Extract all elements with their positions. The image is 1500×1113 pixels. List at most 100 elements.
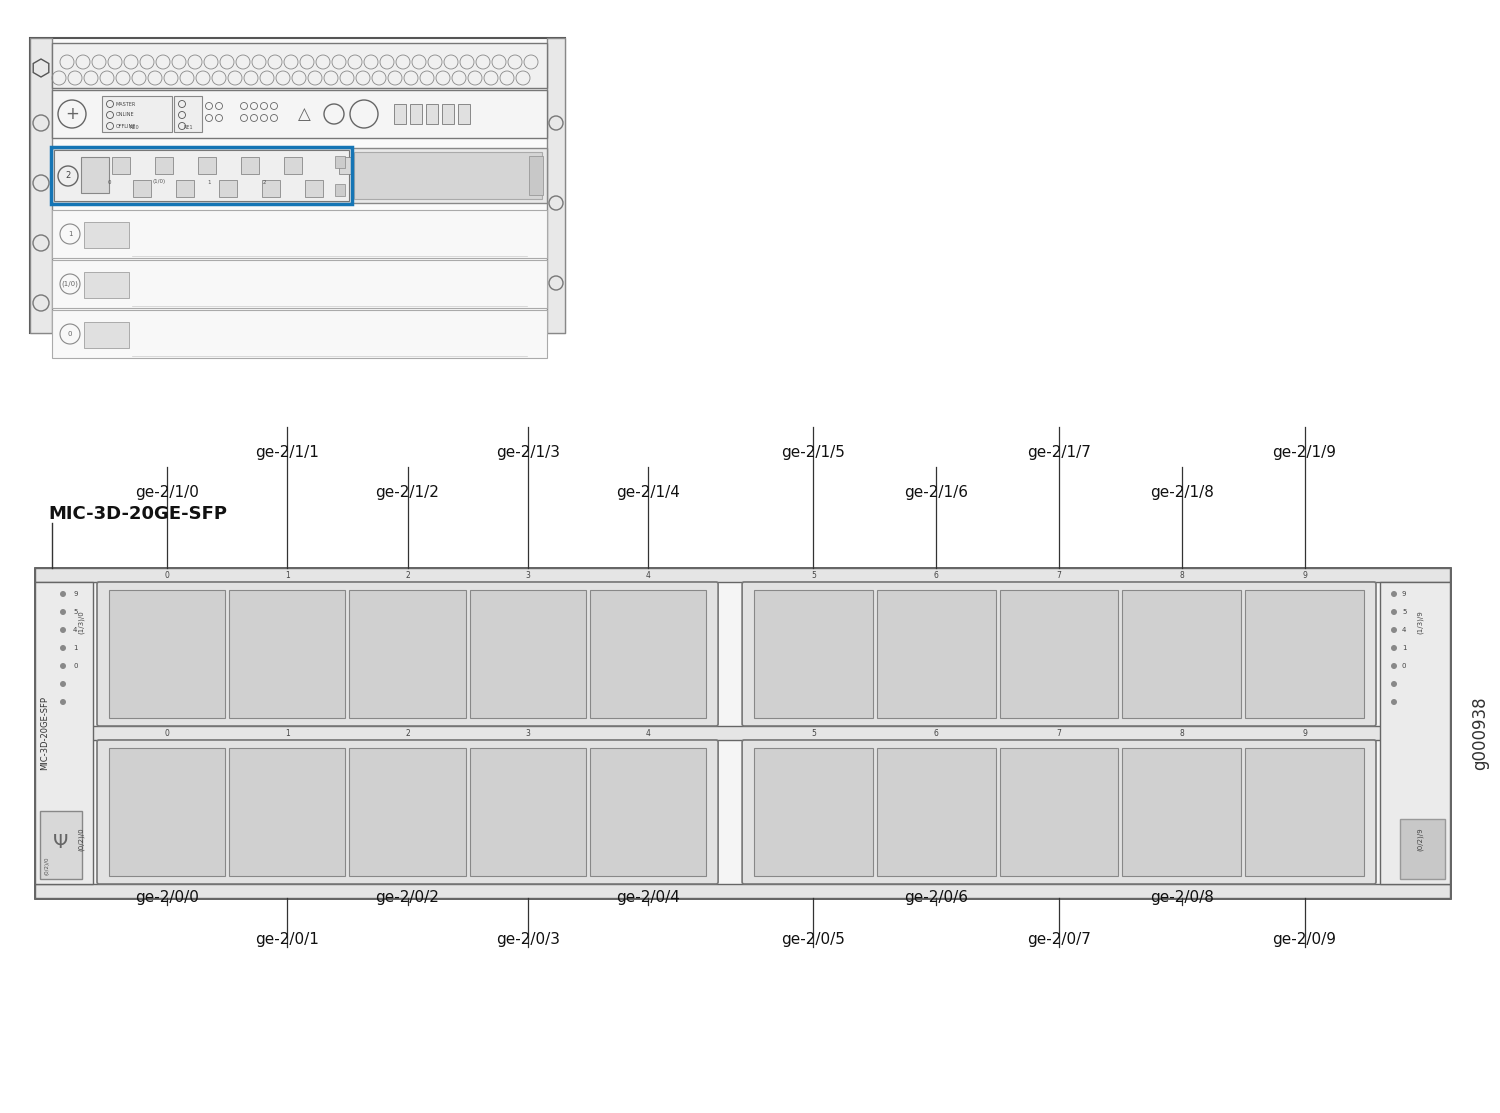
Text: RE1: RE1 bbox=[183, 125, 194, 130]
Bar bbox=[382, 157, 400, 174]
Bar bbox=[999, 748, 1119, 876]
Bar bbox=[424, 157, 442, 174]
Bar bbox=[1245, 748, 1364, 876]
Bar bbox=[30, 38, 566, 333]
Text: ge-2/0/0: ge-2/0/0 bbox=[135, 890, 200, 905]
Bar bbox=[34, 568, 1450, 898]
Text: 6: 6 bbox=[934, 571, 939, 580]
Bar bbox=[590, 590, 706, 718]
Text: ge-2/1/2: ge-2/1/2 bbox=[375, 485, 440, 500]
Bar bbox=[54, 150, 350, 201]
Bar bbox=[878, 748, 996, 876]
Bar bbox=[53, 148, 548, 203]
Bar bbox=[394, 104, 406, 124]
Bar bbox=[458, 104, 470, 124]
FancyBboxPatch shape bbox=[742, 740, 1376, 884]
Text: 1: 1 bbox=[74, 646, 78, 651]
Text: 9: 9 bbox=[74, 591, 78, 597]
Text: 5: 5 bbox=[1402, 609, 1407, 615]
Text: 0: 0 bbox=[1402, 663, 1407, 669]
Bar bbox=[154, 157, 172, 174]
Text: 5: 5 bbox=[812, 571, 816, 580]
Text: 4: 4 bbox=[74, 627, 78, 633]
Bar bbox=[230, 748, 345, 876]
Bar bbox=[53, 210, 548, 258]
Bar bbox=[112, 157, 130, 174]
Circle shape bbox=[1390, 681, 1396, 687]
Bar bbox=[174, 96, 202, 132]
Text: 4: 4 bbox=[645, 571, 651, 580]
Bar bbox=[53, 43, 548, 88]
Bar bbox=[548, 38, 566, 333]
Bar bbox=[1380, 582, 1450, 884]
Text: 3: 3 bbox=[525, 571, 530, 580]
Text: 2: 2 bbox=[405, 571, 410, 580]
Bar bbox=[219, 180, 237, 197]
Bar bbox=[40, 811, 82, 879]
Text: +: + bbox=[64, 105, 80, 124]
Text: 7: 7 bbox=[1056, 571, 1062, 580]
Text: ge-2/0/1: ge-2/0/1 bbox=[255, 932, 320, 947]
Bar bbox=[404, 180, 422, 197]
Circle shape bbox=[60, 663, 66, 669]
Circle shape bbox=[60, 646, 66, 651]
Text: 0: 0 bbox=[74, 663, 78, 669]
Text: 1: 1 bbox=[285, 729, 290, 738]
Text: 9: 9 bbox=[1402, 591, 1407, 597]
Bar bbox=[34, 726, 1450, 740]
Text: MIC-3D-20GE-SFP: MIC-3D-20GE-SFP bbox=[40, 696, 50, 770]
Circle shape bbox=[1390, 591, 1396, 597]
Circle shape bbox=[1390, 699, 1396, 705]
Bar bbox=[34, 884, 1450, 898]
Bar bbox=[84, 221, 129, 248]
Text: 3: 3 bbox=[525, 729, 530, 738]
Text: (0/2)/9: (0/2)/9 bbox=[1416, 827, 1424, 850]
Bar bbox=[30, 38, 52, 333]
Circle shape bbox=[60, 681, 66, 687]
Bar bbox=[354, 152, 542, 199]
Bar bbox=[134, 180, 152, 197]
Bar bbox=[51, 147, 352, 204]
Bar bbox=[999, 590, 1119, 718]
Text: OFFLINE: OFFLINE bbox=[116, 124, 136, 128]
Bar bbox=[198, 157, 216, 174]
Text: ge-2/1/7: ge-2/1/7 bbox=[1028, 445, 1090, 460]
Text: ge-2/1/9: ge-2/1/9 bbox=[1272, 445, 1336, 460]
Bar bbox=[470, 590, 586, 718]
Text: 0: 0 bbox=[165, 571, 170, 580]
Bar bbox=[110, 748, 225, 876]
Bar bbox=[468, 157, 486, 174]
Bar bbox=[262, 180, 280, 197]
Text: ge-2/0/2: ge-2/0/2 bbox=[375, 890, 440, 905]
Text: ge-2/1/4: ge-2/1/4 bbox=[616, 485, 680, 500]
Bar bbox=[590, 748, 706, 876]
Text: ge-2/1/3: ge-2/1/3 bbox=[496, 445, 560, 460]
Bar bbox=[442, 104, 454, 124]
Bar bbox=[339, 157, 357, 174]
Text: 8: 8 bbox=[1179, 729, 1184, 738]
Circle shape bbox=[60, 591, 66, 597]
Text: 0: 0 bbox=[108, 179, 111, 185]
Text: 4: 4 bbox=[645, 729, 651, 738]
Circle shape bbox=[60, 627, 66, 633]
Text: 2: 2 bbox=[405, 729, 410, 738]
Text: 7: 7 bbox=[1056, 729, 1062, 738]
Text: (0/2)/0: (0/2)/0 bbox=[45, 857, 50, 875]
Text: g000938: g000938 bbox=[1472, 697, 1490, 770]
Text: 5: 5 bbox=[812, 729, 816, 738]
Bar bbox=[284, 157, 302, 174]
Text: ge-2/1/1: ge-2/1/1 bbox=[255, 445, 320, 460]
Bar bbox=[110, 590, 225, 718]
Bar bbox=[350, 590, 465, 718]
Bar bbox=[360, 180, 378, 197]
Text: (0/2)/0: (0/2)/0 bbox=[78, 827, 84, 850]
Bar bbox=[176, 180, 194, 197]
Bar bbox=[1400, 819, 1444, 879]
Text: (1/0): (1/0) bbox=[62, 280, 78, 287]
Text: ge-2/0/5: ge-2/0/5 bbox=[782, 932, 846, 947]
Text: (1/0): (1/0) bbox=[153, 179, 165, 185]
Text: (1/3)/0: (1/3)/0 bbox=[78, 610, 84, 634]
Bar bbox=[754, 748, 873, 876]
FancyBboxPatch shape bbox=[742, 582, 1376, 726]
Bar bbox=[304, 180, 322, 197]
